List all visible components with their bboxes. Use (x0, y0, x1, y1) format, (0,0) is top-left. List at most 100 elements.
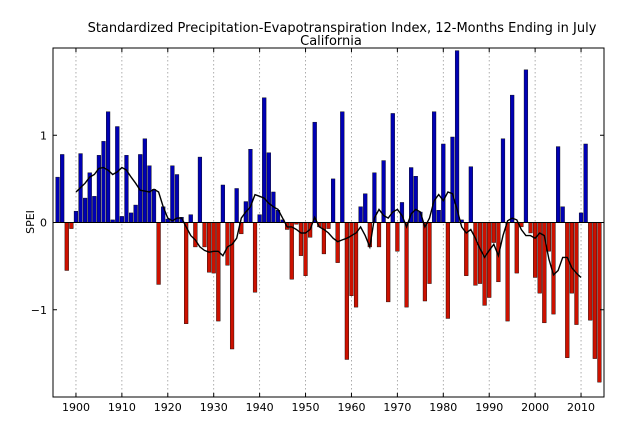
bar-2000 (533, 222, 538, 278)
bar-1989 (482, 222, 487, 306)
bar-1931 (216, 222, 221, 322)
x-tick-label-1980: 1980 (429, 401, 457, 414)
x-tick-label-2000: 2000 (521, 401, 549, 414)
bar-1941 (262, 97, 267, 223)
y-tick-label--1: −1 (31, 304, 47, 317)
x-tick-label-1900: 1900 (62, 401, 90, 414)
bar-1922 (174, 174, 180, 223)
bar-1954 (321, 222, 326, 255)
y-tick-label-1: 1 (40, 129, 47, 142)
bar-1996 (514, 222, 519, 274)
bar-1957 (335, 222, 340, 263)
chart-subtitle: California (300, 34, 362, 49)
bar-1952 (312, 121, 317, 223)
bar-series (55, 50, 602, 383)
bar-1930 (211, 222, 216, 274)
bar-1910 (119, 216, 124, 223)
chart-title: Standardized Precipitation-Evapotranspir… (88, 21, 597, 36)
bar-2005 (556, 146, 561, 223)
bar-1963 (363, 193, 368, 223)
bar-1999 (528, 222, 533, 234)
bar-1998 (523, 69, 529, 223)
bar-1921 (170, 165, 175, 223)
plot-frame (52, 47, 605, 398)
bar-1939 (252, 222, 258, 293)
x-tick-label-1990: 1990 (475, 401, 503, 414)
bar-1896 (55, 176, 60, 223)
bar-1977 (427, 222, 432, 284)
x-tick-label-1940: 1940 (246, 401, 274, 414)
tick-labels: 1900 1910 1920 1930 1940 1950 1960 1970 1980 1990… (31, 48, 604, 414)
bar-1904 (92, 196, 97, 223)
bar-2007 (565, 222, 570, 358)
bar-1900 (73, 210, 79, 223)
bar-1925 (188, 214, 193, 223)
bar-1905 (96, 155, 101, 223)
bar-1990 (487, 222, 492, 298)
bar-1988 (477, 222, 483, 284)
x-tick-label-1930: 1930 (200, 401, 228, 414)
bar-1981 (445, 222, 450, 319)
bar-1938 (248, 149, 253, 223)
bar-1991 (491, 222, 496, 243)
x-tick-label-1970: 1970 (383, 401, 411, 414)
trend-line-layer (75, 166, 582, 279)
bar-1897 (60, 154, 65, 223)
bar-1932 (220, 184, 225, 223)
bar-1980 (441, 143, 446, 223)
bar-1968 (386, 222, 391, 303)
bar-2003 (546, 222, 551, 252)
bar-1913 (133, 204, 138, 223)
x-tick-label-2010: 2010 (567, 401, 595, 414)
bar-1942 (266, 152, 271, 223)
bar-1918 (156, 222, 161, 285)
bar-1933 (225, 222, 230, 266)
bar-1993 (500, 138, 506, 223)
x-tick-label-1920: 1920 (154, 401, 182, 414)
bar-1899 (69, 222, 74, 229)
bar-1916 (147, 165, 152, 223)
bar-1986 (468, 166, 473, 223)
bar-1974 (413, 176, 418, 223)
bar-2008 (569, 222, 574, 294)
bar-1995 (510, 94, 515, 223)
x-tick-label-1960: 1960 (337, 401, 365, 414)
bar-1927 (197, 156, 203, 223)
bar-1983 (454, 50, 460, 223)
bar-1898 (64, 222, 69, 271)
bar-2006 (560, 206, 565, 223)
bar-1906 (101, 141, 106, 223)
trend-line (75, 166, 582, 279)
bar-2014 (597, 222, 602, 383)
bar-1955 (326, 222, 331, 229)
bar-1994 (505, 222, 510, 322)
bar-1912 (128, 212, 134, 223)
bar-1902 (83, 197, 88, 223)
bar-1903 (87, 172, 92, 223)
bar-1924 (184, 222, 189, 324)
bar-1956 (331, 178, 336, 223)
bar-1961 (353, 222, 359, 308)
bar-1987 (473, 222, 478, 286)
bar-1907 (106, 111, 111, 223)
bar-1928 (202, 222, 207, 248)
y-axis-label: SPEI (24, 210, 37, 234)
bar-2012 (588, 222, 593, 321)
bar-1966 (376, 222, 382, 248)
bar-1960 (349, 222, 354, 296)
bar-1929 (207, 222, 212, 273)
bar-1950 (303, 222, 308, 276)
bar-1926 (193, 222, 198, 248)
bar-2011 (583, 143, 588, 223)
bar-1972 (404, 222, 409, 308)
y-tick-label-0: 0 (40, 217, 47, 230)
bar-1959 (344, 222, 349, 360)
bar-1911 (124, 155, 129, 223)
bar-1970 (395, 222, 400, 252)
bar-1979 (436, 210, 441, 223)
bar-1949 (298, 222, 304, 256)
bar-1962 (358, 206, 363, 223)
bar-2013 (592, 222, 597, 359)
bar-1982 (450, 136, 455, 223)
